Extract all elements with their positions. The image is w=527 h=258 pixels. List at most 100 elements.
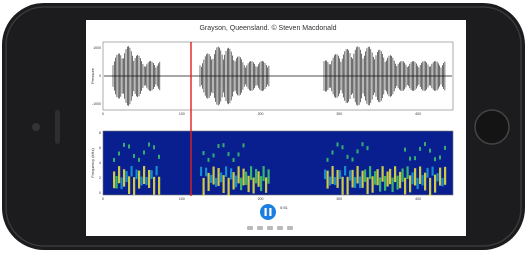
toolbar-icon[interactable] bbox=[257, 226, 263, 230]
spectrogram-cell bbox=[213, 167, 215, 185]
spectrogram-cell bbox=[417, 178, 419, 189]
spectrogram-cell bbox=[148, 170, 150, 188]
spectrogram-cell bbox=[357, 149, 359, 153]
y-tick-label: 0 bbox=[99, 74, 101, 78]
home-button[interactable] bbox=[475, 110, 509, 144]
spectrogram-cell bbox=[347, 177, 349, 195]
spectrogram-cell bbox=[238, 166, 240, 183]
time-label: 0:51 bbox=[280, 205, 289, 210]
spectrogram-cell bbox=[414, 168, 416, 185]
spectrogram-cell bbox=[228, 152, 230, 156]
spectrogram-cell bbox=[439, 155, 441, 159]
spectrogram-cell bbox=[131, 166, 133, 176]
spectrogram-cell bbox=[337, 142, 339, 146]
spectrogram-cell bbox=[369, 166, 371, 179]
spectrogram-cell bbox=[118, 166, 120, 183]
spectrogram-cell bbox=[429, 149, 431, 153]
spectrogram-cell bbox=[384, 176, 386, 191]
spectrogram-cell bbox=[203, 151, 205, 155]
spectrogram-cell bbox=[327, 171, 329, 189]
spectrogram-cell bbox=[153, 177, 155, 195]
spectrogram-cell bbox=[230, 168, 232, 179]
spectrogram-cell bbox=[329, 177, 331, 186]
y-tick-label: 6 bbox=[99, 146, 101, 150]
spectrogram-cell bbox=[143, 150, 145, 154]
spectrogram-cell bbox=[240, 178, 242, 191]
spectrogram-cell bbox=[223, 143, 225, 147]
pause-button[interactable] bbox=[260, 204, 276, 220]
spectrogram-cell bbox=[374, 171, 376, 185]
spectrogram-cell bbox=[218, 144, 220, 148]
spectrogram-cell bbox=[389, 169, 391, 184]
spectrogram-cell bbox=[422, 175, 424, 186]
x-tick-label: 300 bbox=[336, 197, 342, 201]
spectrogram-cell bbox=[357, 166, 359, 183]
spectrogram-cell bbox=[362, 142, 364, 146]
spectrogram-cell bbox=[255, 169, 257, 183]
spectrogram-cell bbox=[377, 169, 379, 185]
pause-icon bbox=[265, 208, 267, 216]
spectrogram-cell bbox=[404, 148, 406, 152]
spectrogram-cell bbox=[213, 153, 215, 157]
spectrogram-cell bbox=[250, 166, 252, 180]
toolbar-icon[interactable] bbox=[277, 226, 283, 230]
spectrogram-cell bbox=[263, 166, 265, 181]
spectrogram-cell bbox=[379, 177, 381, 191]
spectrogram-cell bbox=[402, 168, 404, 181]
phone-screenshot: Grayson, Queensland. © Steven Macdonald … bbox=[0, 0, 527, 253]
toolbar-icon[interactable] bbox=[287, 226, 293, 230]
x-tick-label: 300 bbox=[336, 112, 342, 116]
spectrogram-cell bbox=[148, 142, 150, 146]
x-tick-label: 0 bbox=[102, 112, 104, 116]
y-tick-label: 2 bbox=[99, 176, 101, 180]
spectrogram-cell bbox=[382, 166, 384, 182]
y-tick-label: 8 bbox=[99, 131, 101, 135]
spectrogram-cell bbox=[409, 157, 411, 161]
speaker bbox=[55, 110, 60, 144]
spectrogram-cell bbox=[136, 170, 138, 180]
y-tick-label: 1000 bbox=[93, 46, 101, 50]
spectrogram-cell bbox=[437, 173, 439, 181]
spectrogram-cell bbox=[434, 157, 436, 161]
spectrogram-cell bbox=[113, 171, 115, 188]
spectrogram-cell bbox=[434, 175, 436, 193]
camera bbox=[32, 123, 40, 131]
spectrogram-cell bbox=[419, 166, 421, 184]
spectrogram-cell bbox=[354, 177, 356, 188]
spectrogram-cell bbox=[424, 173, 426, 191]
y-tick-label: -1000 bbox=[92, 102, 101, 106]
spectrogram-cell bbox=[208, 173, 210, 191]
x-tick-label: 100 bbox=[179, 197, 185, 201]
spectrogram-cell bbox=[133, 154, 135, 158]
spectrogram-cell bbox=[220, 173, 222, 183]
spectrogram-cell bbox=[268, 169, 270, 183]
x-tick-label: 400 bbox=[415, 112, 421, 116]
toolbar-icon[interactable] bbox=[267, 226, 273, 230]
spectrogram-cell bbox=[392, 178, 394, 192]
y-tick-label: 0 bbox=[99, 191, 101, 195]
spectrogram-cell bbox=[128, 144, 130, 148]
spectrogram-cell bbox=[121, 177, 123, 189]
spectrogram-cell bbox=[419, 147, 421, 151]
spectrogram-cell bbox=[253, 178, 255, 194]
toolbar-icon[interactable] bbox=[247, 226, 253, 230]
spectrogram-cell bbox=[126, 171, 128, 182]
spectrogram-cell bbox=[367, 146, 369, 150]
spectrogram-cell bbox=[118, 152, 120, 156]
x-tick-label: 400 bbox=[415, 197, 421, 201]
spectrogram-cell bbox=[151, 170, 153, 179]
y-tick-label: 4 bbox=[99, 161, 101, 165]
spectrogram-cell bbox=[404, 178, 406, 195]
spectrogram-cell bbox=[337, 170, 339, 188]
recording-title: Grayson, Queensland. © Steven Macdonald bbox=[199, 24, 336, 32]
spectrogram-cell bbox=[146, 177, 148, 185]
spectrogram-cell bbox=[429, 178, 431, 196]
spectrogram-cell bbox=[332, 166, 334, 184]
spectrogram-cell bbox=[442, 178, 444, 186]
spectrogram-cell bbox=[210, 175, 212, 183]
spectrogram-cell bbox=[158, 155, 160, 159]
spectrogram-cell bbox=[397, 176, 399, 190]
spectrogram-cell bbox=[265, 177, 267, 192]
spectrogram-cell bbox=[414, 156, 416, 160]
pause-icon bbox=[269, 208, 271, 216]
